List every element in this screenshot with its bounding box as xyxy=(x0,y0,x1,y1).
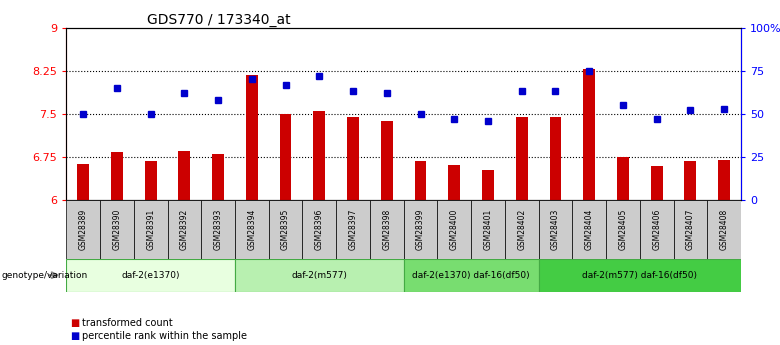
Text: GSM28403: GSM28403 xyxy=(551,209,560,250)
Bar xyxy=(66,259,235,292)
Bar xyxy=(280,114,292,200)
Bar xyxy=(505,200,538,259)
Text: GSM28393: GSM28393 xyxy=(214,209,222,250)
Bar xyxy=(66,200,100,259)
Text: GDS770 / 173340_at: GDS770 / 173340_at xyxy=(147,12,291,27)
Text: percentile rank within the sample: percentile rank within the sample xyxy=(82,332,247,341)
Text: GSM28394: GSM28394 xyxy=(247,209,257,250)
Bar xyxy=(100,200,134,259)
Bar xyxy=(235,200,268,259)
Bar xyxy=(145,161,157,200)
Text: genotype/variation: genotype/variation xyxy=(2,270,88,280)
Bar xyxy=(482,170,494,200)
Bar xyxy=(617,157,629,200)
Text: ■: ■ xyxy=(70,318,80,327)
Bar xyxy=(583,69,595,200)
Text: GSM28406: GSM28406 xyxy=(652,209,661,250)
Bar xyxy=(77,165,89,200)
Bar xyxy=(718,160,730,200)
Bar xyxy=(415,161,427,200)
Bar xyxy=(179,151,190,200)
Bar xyxy=(336,200,370,259)
Text: GSM28397: GSM28397 xyxy=(349,209,357,250)
Bar xyxy=(201,200,235,259)
Bar xyxy=(606,200,640,259)
Text: GSM28389: GSM28389 xyxy=(79,209,87,250)
Text: GSM28408: GSM28408 xyxy=(720,209,729,250)
Bar xyxy=(134,200,168,259)
Text: GSM28407: GSM28407 xyxy=(686,209,695,250)
Bar xyxy=(516,117,527,200)
Bar xyxy=(674,200,707,259)
Text: GSM28405: GSM28405 xyxy=(619,209,627,250)
Bar xyxy=(314,111,325,200)
Bar xyxy=(471,200,505,259)
Bar xyxy=(404,259,539,292)
Bar xyxy=(640,200,674,259)
Text: daf-2(e1370): daf-2(e1370) xyxy=(122,270,180,280)
Bar xyxy=(370,200,404,259)
Bar xyxy=(246,75,257,200)
Text: GSM28390: GSM28390 xyxy=(112,209,122,250)
Bar xyxy=(404,200,438,259)
Bar xyxy=(235,259,404,292)
Bar xyxy=(212,154,224,200)
Bar xyxy=(651,166,662,200)
Bar xyxy=(685,161,697,200)
Bar xyxy=(381,121,392,200)
Bar xyxy=(347,117,359,200)
Text: GSM28395: GSM28395 xyxy=(281,209,290,250)
Text: GSM28400: GSM28400 xyxy=(450,209,459,250)
Text: daf-2(m577) daf-16(df50): daf-2(m577) daf-16(df50) xyxy=(583,270,697,280)
Text: GSM28396: GSM28396 xyxy=(315,209,324,250)
Bar xyxy=(438,200,471,259)
Bar xyxy=(111,152,122,200)
Text: GSM28404: GSM28404 xyxy=(585,209,594,250)
Text: daf-2(e1370) daf-16(df50): daf-2(e1370) daf-16(df50) xyxy=(413,270,530,280)
Bar xyxy=(573,200,606,259)
Text: GSM28401: GSM28401 xyxy=(484,209,492,250)
Text: GSM28398: GSM28398 xyxy=(382,209,392,250)
Text: GSM28391: GSM28391 xyxy=(146,209,155,250)
Bar xyxy=(168,200,201,259)
Bar xyxy=(268,200,303,259)
Text: daf-2(m577): daf-2(m577) xyxy=(292,270,347,280)
Text: ■: ■ xyxy=(70,332,80,341)
Text: GSM28399: GSM28399 xyxy=(416,209,425,250)
Bar xyxy=(539,259,741,292)
Bar xyxy=(550,117,562,200)
Bar xyxy=(707,200,741,259)
Bar xyxy=(539,200,573,259)
Text: transformed count: transformed count xyxy=(82,318,172,327)
Text: GSM28402: GSM28402 xyxy=(517,209,526,250)
Bar xyxy=(448,165,460,200)
Text: GSM28392: GSM28392 xyxy=(180,209,189,250)
Bar xyxy=(303,200,336,259)
